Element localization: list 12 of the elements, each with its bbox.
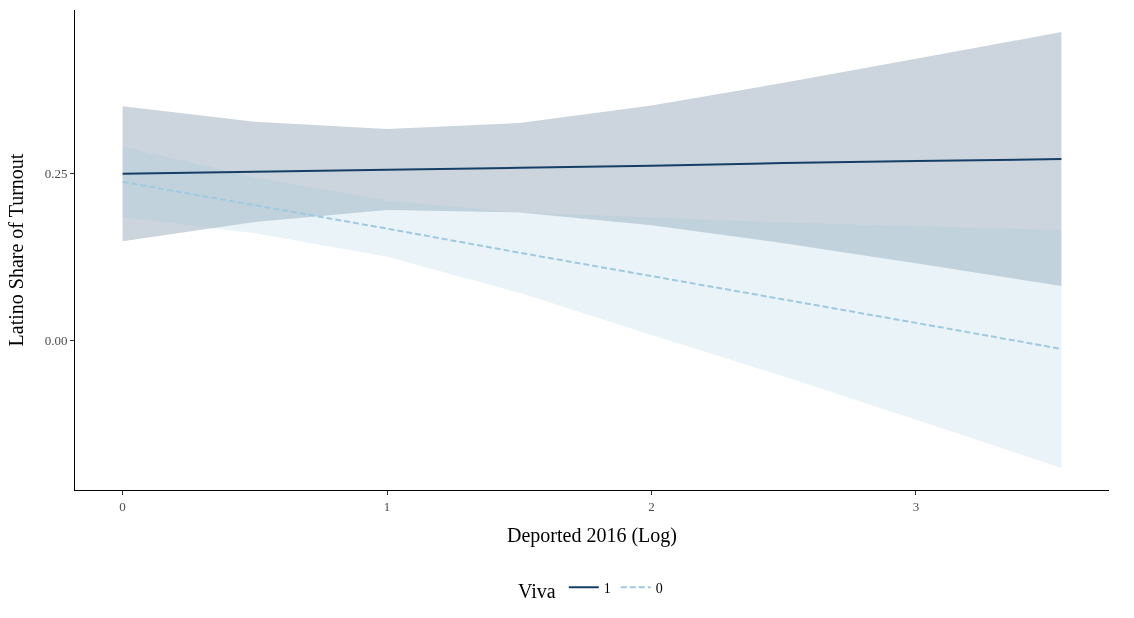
legend-label: 1 (603, 580, 611, 596)
x-tick-label: 3 (912, 498, 920, 514)
y-tick-label: 0.25 (44, 165, 68, 181)
x-tick-label: 0 (119, 498, 126, 514)
y-tick-label: 0.00 (44, 332, 68, 348)
x-axis-title: Deported 2016 (Log) (507, 524, 677, 548)
y-axis-title: Latino Share of Turnout (5, 153, 28, 347)
legend-label: 0 (655, 580, 663, 596)
line-series (121, 158, 1063, 175)
x-tick-label: 2 (648, 498, 655, 514)
x-tick-label: 1 (383, 498, 391, 514)
legend-title: Viva (518, 579, 556, 602)
